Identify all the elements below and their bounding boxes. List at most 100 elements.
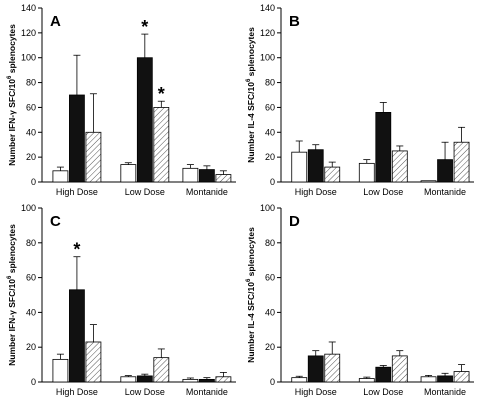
bar-black: [69, 94, 85, 183]
panel-letter: A: [50, 13, 61, 30]
y-tick-label: 80: [265, 78, 275, 88]
y-axis-label-exponent: 6: [246, 78, 252, 82]
bar-black: [198, 378, 215, 383]
bar-hatched: [391, 150, 408, 183]
y-tick-label: 20: [265, 152, 275, 162]
y-tick-label: 60: [26, 273, 36, 283]
category-label: Low Dose: [125, 387, 165, 397]
y-tick-label: 0: [31, 377, 36, 387]
y-axis-label-exponent: 6: [246, 278, 252, 282]
y-tick-label: 120: [21, 28, 36, 38]
y-tick-label: 80: [26, 238, 36, 248]
y-tick-label: 40: [26, 307, 36, 317]
y-axis-label-unit: splenocytes: [246, 27, 256, 79]
chart-panel-c: 0 20 40 60 80 100 Number IFN-γ SFC/106 splenoc…: [7, 203, 236, 397]
y-axis-label: Number IFN-γ SFC/106 splenocytes: [7, 24, 17, 166]
y-axis-label-main: Number IFN-γ SFC/10: [7, 79, 17, 166]
y-axis-label-main: Number IFN-γ SFC/10: [7, 279, 17, 366]
bar-black: [198, 169, 215, 183]
category-label: Montanide: [424, 387, 466, 397]
bar-white: [358, 378, 375, 383]
bar-hatched: [324, 353, 341, 383]
bar-hatched: [85, 341, 102, 383]
chart-panel-a: 0 20 40 60 80 100 120 140 Number IFN-γ SFC/106 s…: [7, 3, 236, 197]
bar-black: [307, 149, 324, 183]
y-axis-label-main: Number IL-4 SFC/10: [246, 282, 256, 363]
bar-black: [307, 355, 324, 383]
category-label: Low Dose: [125, 187, 165, 197]
y-tick-label: 60: [26, 102, 36, 112]
y-axis-label: Number IFN-γ SFC/106 splenocytes: [7, 224, 17, 366]
y-axis-label-unit: splenocytes: [246, 227, 256, 279]
bar-white: [420, 376, 437, 383]
y-tick-label: 40: [265, 127, 275, 137]
category-label: Low Dose: [363, 387, 403, 397]
y-tick-label: 0: [270, 377, 275, 387]
bar-white: [182, 378, 199, 383]
bar-white: [182, 167, 199, 183]
y-axis-label: Number IL-4 SFC/106 splenocytes: [246, 227, 256, 363]
category-label: High Dose: [295, 187, 337, 197]
category-label: Montanide: [424, 187, 466, 197]
y-axis-label-main: Number IL-4 SFC/10: [246, 82, 256, 163]
category-label: Montanide: [186, 387, 228, 397]
bar-hatched: [324, 166, 341, 183]
bar-white: [420, 180, 437, 183]
y-tick-label: 40: [26, 127, 36, 137]
category-label: High Dose: [56, 187, 98, 197]
bar-white: [52, 170, 69, 183]
bar-black: [375, 366, 392, 383]
category-label: Montanide: [186, 187, 228, 197]
bar-hatched: [215, 174, 232, 183]
y-axis-label-exponent: 6: [7, 275, 13, 279]
y-tick-label: 120: [260, 28, 275, 38]
bar-white: [291, 377, 308, 383]
bar-black: [136, 57, 153, 183]
y-tick-label: 20: [26, 152, 36, 162]
bar-black: [69, 289, 85, 383]
y-tick-label: 140: [260, 3, 275, 13]
category-label: High Dose: [56, 387, 98, 397]
y-tick-label: 80: [26, 78, 36, 88]
y-axis-label: Number IL-4 SFC/106 splenocytes: [246, 27, 256, 163]
bar-hatched: [85, 131, 102, 183]
chart-panel-b: 0 20 40 60 80 100 120 140 Number IL-4 SFC/106 sp…: [246, 3, 474, 197]
y-tick-label: 40: [265, 307, 275, 317]
panel-letter: B: [289, 13, 300, 30]
bar-white: [358, 162, 375, 183]
bar-black: [136, 375, 153, 383]
y-tick-label: 0: [31, 177, 36, 187]
bar-black: [437, 375, 453, 383]
y-tick-label: 20: [26, 342, 36, 352]
chart-panel-d: 0 20 40 60 80 100 Number IL-4 SFC/106 splenocy…: [246, 203, 474, 397]
bar-white: [52, 358, 69, 383]
bar-hatched: [215, 376, 232, 383]
y-tick-label: 60: [265, 102, 275, 112]
significance-asterisk: *: [158, 84, 165, 104]
panel-letter: D: [289, 213, 300, 230]
y-axis-label-unit: splenocytes: [7, 24, 17, 76]
bar-hatched: [453, 371, 470, 383]
significance-asterisk: *: [141, 17, 148, 37]
significance-asterisk: *: [73, 240, 80, 260]
bar-black: [437, 159, 453, 183]
panel-letter: C: [50, 213, 61, 230]
y-tick-label: 100: [260, 203, 275, 213]
y-tick-label: 100: [21, 53, 36, 63]
y-tick-label: 100: [260, 53, 275, 63]
category-label: Low Dose: [363, 187, 403, 197]
bar-hatched: [153, 357, 170, 383]
y-tick-label: 60: [265, 273, 275, 283]
y-tick-label: 0: [270, 177, 275, 187]
bar-black: [375, 112, 392, 183]
y-tick-label: 80: [265, 238, 275, 248]
bar-white: [120, 376, 137, 383]
bar-white: [291, 151, 308, 183]
y-axis-label-exponent: 6: [7, 75, 13, 79]
y-tick-label: 100: [21, 203, 36, 213]
bar-hatched: [453, 141, 470, 183]
category-label: High Dose: [295, 387, 337, 397]
y-tick-label: 20: [265, 342, 275, 352]
y-tick-label: 140: [21, 3, 36, 13]
